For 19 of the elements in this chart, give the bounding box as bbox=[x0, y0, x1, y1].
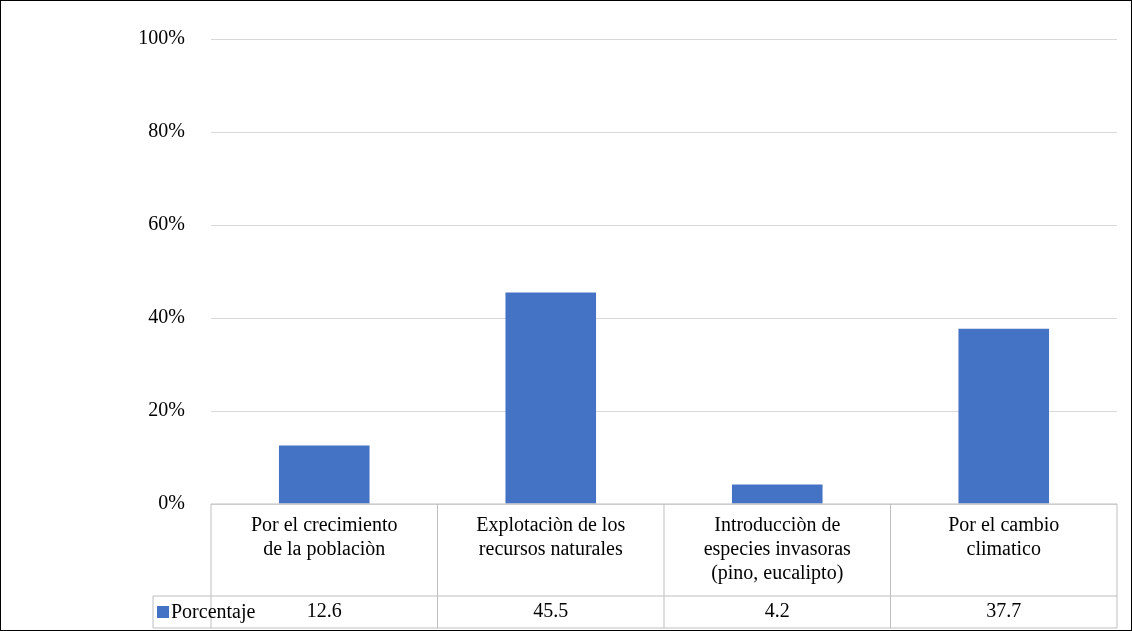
x-tick-label: Por el crecimiento de la poblaciòn bbox=[250, 513, 398, 561]
x-tick-label: Introducciòn de especies invasoras (pino, eucalipto) bbox=[703, 513, 852, 585]
bar bbox=[958, 328, 1050, 504]
bar bbox=[278, 445, 370, 504]
y-tick-label: 80% bbox=[148, 119, 185, 142]
y-tick-label: 0% bbox=[158, 491, 185, 514]
bar bbox=[731, 484, 823, 504]
x-tick-label: Por el cambio climatico bbox=[948, 513, 1060, 560]
y-tick-label: 100% bbox=[138, 26, 185, 49]
data-label: 4.2 bbox=[764, 599, 790, 622]
y-tick-label: 60% bbox=[148, 212, 185, 235]
y-tick-label: 40% bbox=[148, 305, 185, 328]
y-tick-label: 20% bbox=[148, 398, 185, 421]
data-label: 37.7 bbox=[986, 599, 1022, 622]
x-tick-label: Explotaciòn de los recursos naturales bbox=[476, 513, 626, 560]
data-label: 12.6 bbox=[306, 599, 342, 622]
legend-label: Porcentaje bbox=[171, 600, 256, 624]
bar bbox=[505, 292, 597, 504]
data-label: 45.5 bbox=[533, 599, 569, 622]
